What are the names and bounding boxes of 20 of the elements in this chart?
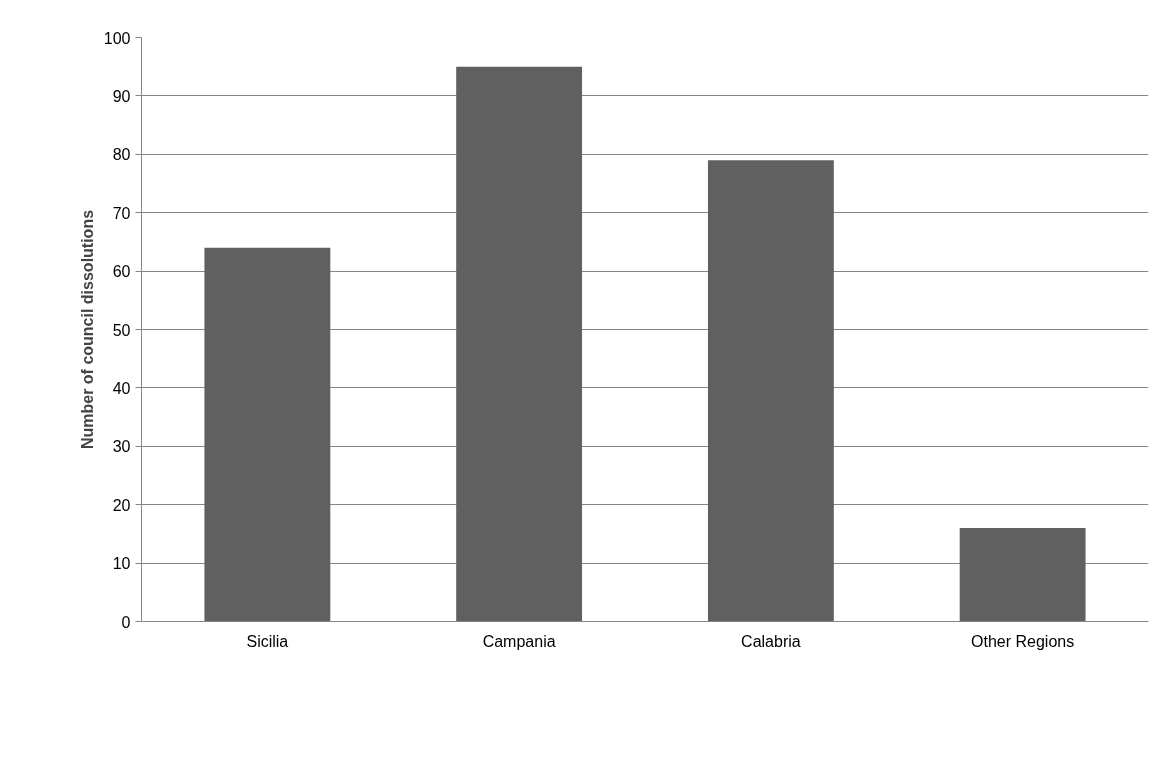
x-tick-label: Calabria: [741, 632, 801, 650]
y-tick-label: 90: [112, 87, 131, 105]
bar: [456, 66, 583, 622]
bar: [204, 247, 331, 622]
y-tick-label: 100: [103, 29, 131, 47]
x-tick-label: Campania: [482, 632, 556, 650]
y-tick-label: 50: [112, 321, 131, 339]
x-tick-label: Other Regions: [971, 632, 1075, 650]
y-tick-label: 80: [112, 146, 131, 164]
y-axis-title: Number of council dissolutions: [78, 209, 96, 450]
bar: [707, 160, 834, 622]
y-tick-label: 20: [112, 496, 131, 514]
bar: [959, 528, 1086, 622]
y-tick-label: 10: [112, 555, 131, 573]
y-tick-label: 60: [112, 263, 131, 281]
x-tick-label: Sicilia: [246, 632, 289, 650]
y-tick-label: 40: [112, 379, 131, 397]
y-tick-label: 0: [121, 613, 131, 631]
y-tick-label: 30: [112, 438, 131, 456]
y-tick-label: 70: [112, 204, 131, 222]
